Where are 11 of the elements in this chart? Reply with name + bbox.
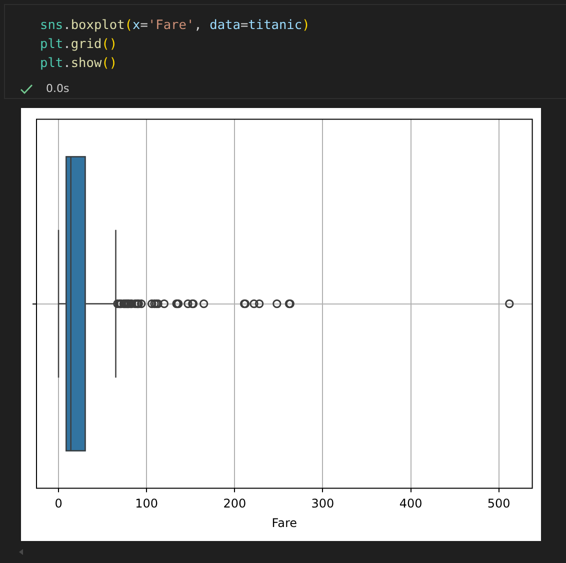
x-tick-label: 0 bbox=[54, 496, 62, 511]
x-tick-label: 500 bbox=[487, 496, 510, 511]
x-tick-label: 100 bbox=[135, 496, 158, 511]
text: plt.show() bbox=[40, 56, 118, 71]
x-tick-label: 300 bbox=[311, 496, 334, 511]
x-tick-label: 400 bbox=[399, 496, 422, 511]
x-axis-title: Fare bbox=[272, 516, 298, 530]
text: plt.grid() bbox=[40, 37, 118, 52]
text: 0.0s bbox=[46, 81, 70, 97]
x-tick-label: 200 bbox=[223, 496, 246, 511]
text: sns.boxplot(x='Fare', data=titanic) bbox=[40, 18, 310, 33]
